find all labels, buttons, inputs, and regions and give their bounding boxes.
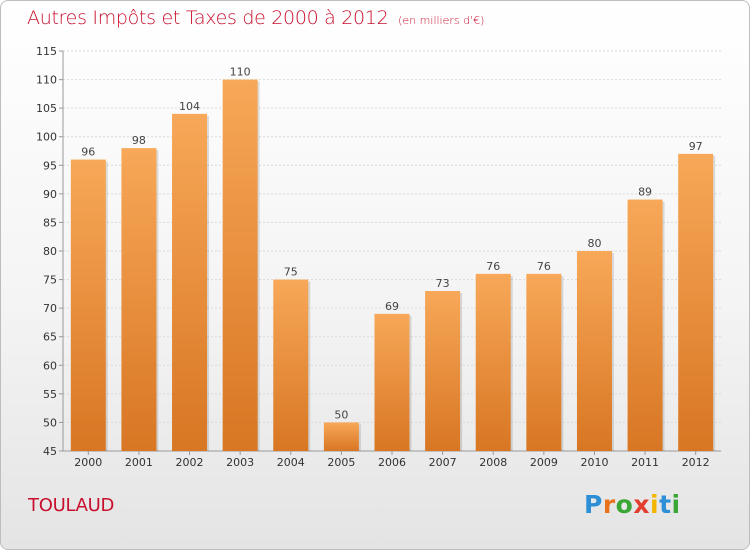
bar-2006 [374,313,410,451]
data-label-2006: 69 [385,300,399,313]
data-label-2001: 98 [132,134,146,147]
logo-letter: i [671,490,681,519]
x-tick-label-2006: 2006 [378,456,406,469]
y-tick-label-55: 55 [43,388,57,401]
data-label-2003: 110 [230,66,251,79]
proxiti-logo: Proxiti [584,490,681,519]
data-label-2012: 97 [689,140,703,153]
y-tick-label-60: 60 [43,359,57,372]
location-name: TOULAUD [28,495,115,516]
logo-letter: x [633,490,650,519]
logo-letter: i [650,490,660,519]
bar-2007 [425,291,461,451]
y-tick-label-115: 115 [36,45,57,58]
bar-2001 [121,148,157,451]
bar-2002 [172,113,208,451]
x-tick-label-2001: 2001 [125,456,153,469]
data-label-2000: 96 [81,146,95,159]
y-tick-label-45: 45 [43,445,57,458]
logo-letter: t [659,490,672,519]
chart-subtitle: (en milliers d'€) [398,14,485,27]
bar-2011 [627,199,663,451]
chart-title-text: Autres Impôts et Taxes de 2000 à 2012 [27,7,389,29]
data-label-2010: 80 [587,237,601,250]
y-tick-label-70: 70 [43,302,57,315]
bar-2009 [526,273,562,451]
y-tick-label-85: 85 [43,216,57,229]
y-tick-label-105: 105 [36,102,57,115]
y-tick-label-95: 95 [43,159,57,172]
logo-letter: P [584,490,603,519]
data-label-2008: 76 [486,260,500,273]
x-tick-label-2011: 2011 [631,456,659,469]
bar-2010 [576,251,612,451]
y-tick-label-50: 50 [43,416,57,429]
x-tick-label-2004: 2004 [277,456,305,469]
bar-2003 [222,79,258,452]
bar-2000 [70,159,106,452]
bar-2012 [678,153,714,451]
x-tick-label-2003: 2003 [226,456,254,469]
chart-title: Autres Impôts et Taxes de 2000 à 2012 (e… [27,7,484,29]
x-tick-label-2007: 2007 [429,456,457,469]
bar-layer [70,79,716,452]
y-tick-label-65: 65 [43,331,57,344]
data-label-2004: 75 [284,266,298,279]
data-label-2005: 50 [334,408,348,421]
x-tick-label-2008: 2008 [479,456,507,469]
bar-2005 [323,422,359,451]
label-layer: 96 98 104 110 75 50 69 73 76 76 80 89 97 [81,66,702,422]
x-tick-label-2010: 2010 [580,456,608,469]
y-tick-label-110: 110 [36,74,57,87]
y-tick-label-100: 100 [36,131,57,144]
bar-2008 [475,273,511,451]
logo-letter: r [602,490,616,519]
data-label-2007: 73 [436,277,450,290]
data-label-2011: 89 [638,186,652,199]
logo-letter: o [615,490,634,519]
y-tick-label-75: 75 [43,274,57,287]
x-tick-label-2012: 2012 [682,456,710,469]
x-tick-label-2000: 2000 [74,456,102,469]
x-tick-label-2002: 2002 [176,456,204,469]
y-tick-label-80: 80 [43,245,57,258]
data-label-2009: 76 [537,260,551,273]
bar-2004 [273,279,309,451]
x-tick-label-2005: 2005 [327,456,355,469]
data-label-2002: 104 [179,100,200,113]
y-tick-label-90: 90 [43,188,57,201]
x-tick-label-2009: 2009 [530,456,558,469]
